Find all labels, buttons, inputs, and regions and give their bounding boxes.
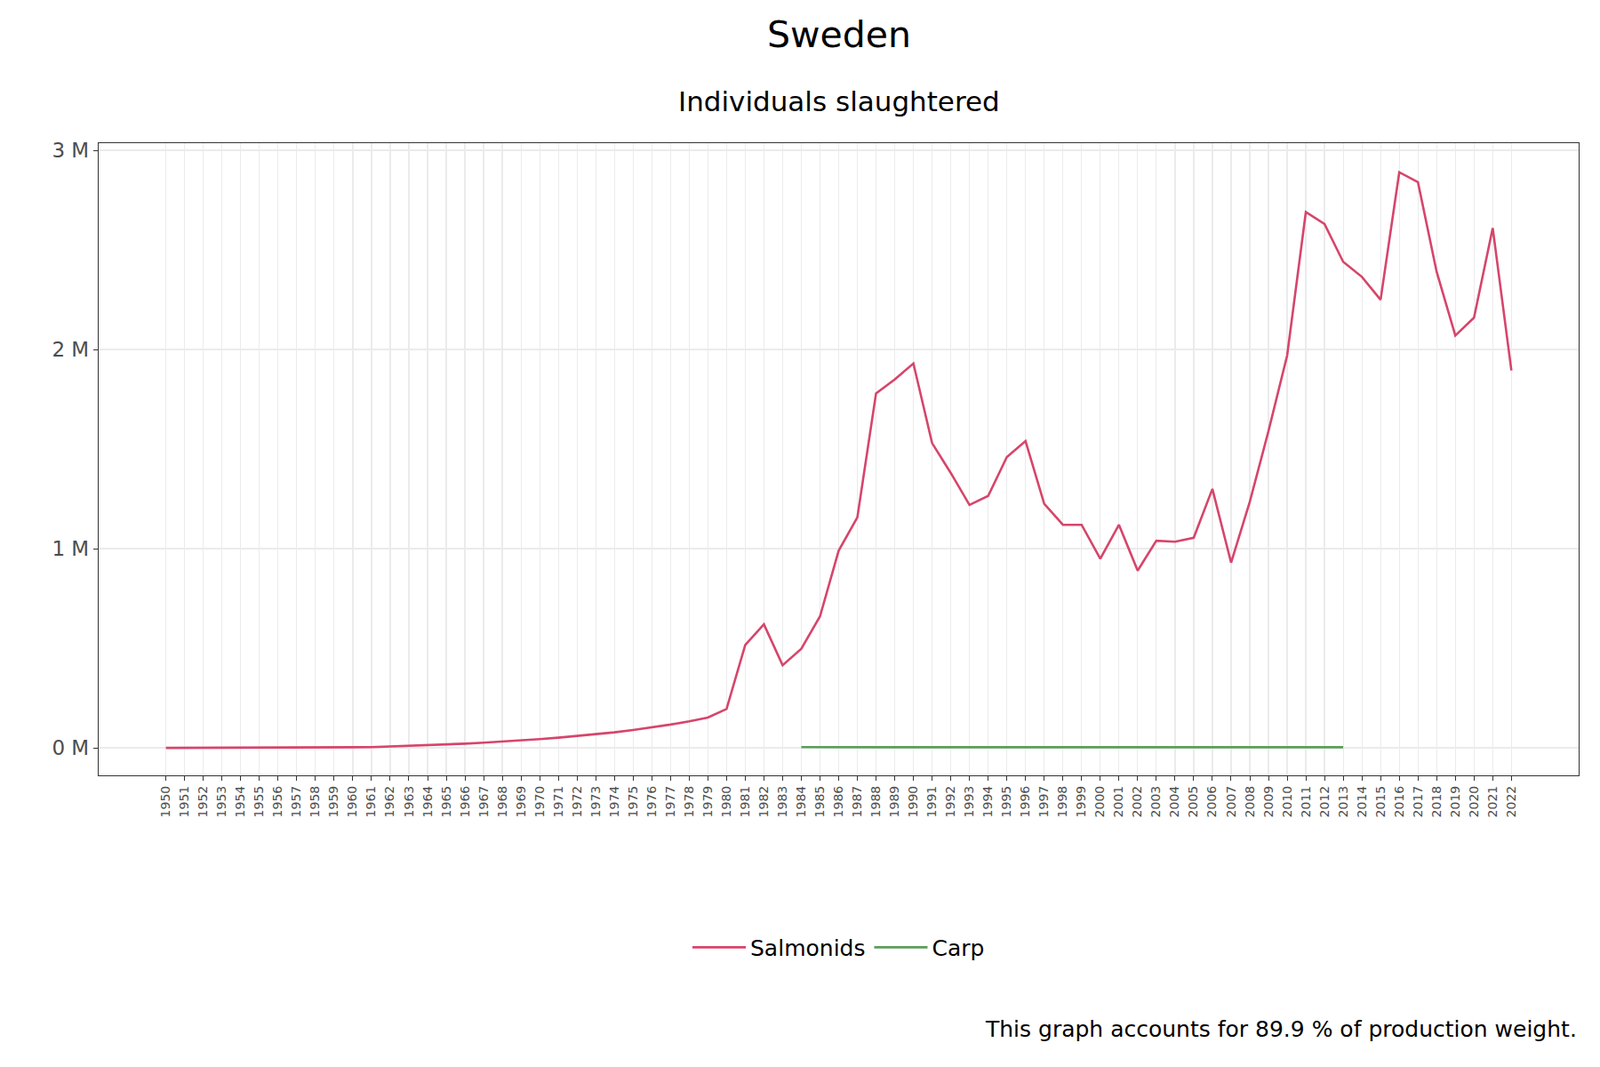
svg-text:2001: 2001 — [1111, 785, 1126, 818]
svg-text:2010: 2010 — [1280, 785, 1295, 818]
svg-text:Salmonids: Salmonids — [750, 935, 865, 961]
svg-text:1984: 1984 — [793, 785, 808, 818]
svg-text:2016: 2016 — [1392, 785, 1407, 818]
svg-text:1992: 1992 — [943, 785, 958, 818]
svg-text:1968: 1968 — [495, 785, 510, 818]
svg-text:1957: 1957 — [288, 785, 304, 818]
svg-text:1973: 1973 — [588, 785, 603, 818]
svg-text:2012: 2012 — [1317, 785, 1332, 818]
svg-text:1969: 1969 — [513, 785, 528, 818]
svg-text:1963: 1963 — [401, 785, 416, 818]
svg-text:1959: 1959 — [326, 785, 341, 818]
svg-text:1979: 1979 — [700, 785, 715, 818]
svg-text:2020: 2020 — [1466, 785, 1481, 818]
svg-text:2019: 2019 — [1448, 785, 1463, 818]
svg-text:2004: 2004 — [1167, 785, 1182, 818]
svg-text:1976: 1976 — [644, 785, 659, 818]
svg-text:2008: 2008 — [1242, 785, 1257, 818]
svg-text:1980: 1980 — [719, 785, 734, 818]
svg-text:2003: 2003 — [1148, 785, 1163, 818]
svg-text:2009: 2009 — [1261, 785, 1276, 818]
svg-text:1986: 1986 — [831, 785, 846, 818]
svg-text:2002: 2002 — [1129, 785, 1144, 818]
svg-text:1967: 1967 — [476, 785, 491, 818]
svg-text:1991: 1991 — [924, 785, 939, 818]
svg-text:1954: 1954 — [232, 785, 248, 818]
svg-text:1951: 1951 — [176, 785, 192, 818]
svg-text:1974: 1974 — [607, 785, 622, 818]
svg-text:1981: 1981 — [737, 785, 752, 818]
svg-text:1956: 1956 — [270, 785, 285, 818]
svg-text:2000: 2000 — [1092, 785, 1107, 818]
svg-text:1962: 1962 — [383, 785, 398, 818]
svg-text:1960: 1960 — [344, 785, 360, 818]
svg-text:1996: 1996 — [1017, 785, 1032, 818]
svg-text:1950: 1950 — [158, 785, 173, 818]
svg-text:1983: 1983 — [775, 785, 790, 818]
svg-text:1988: 1988 — [868, 785, 883, 818]
svg-text:1985: 1985 — [812, 785, 827, 818]
svg-text:1989: 1989 — [887, 785, 902, 818]
svg-text:2015: 2015 — [1373, 785, 1388, 818]
svg-text:2018: 2018 — [1429, 785, 1444, 818]
svg-text:This graph accounts for 89.9 %: This graph accounts for 89.9 % of produc… — [984, 1016, 1577, 1042]
svg-text:2013: 2013 — [1336, 785, 1351, 818]
svg-text:1972: 1972 — [569, 785, 584, 818]
svg-text:1994: 1994 — [980, 785, 995, 818]
svg-text:1990: 1990 — [905, 785, 920, 818]
svg-text:0 M: 0 M — [51, 736, 89, 760]
svg-text:1952: 1952 — [195, 785, 210, 818]
svg-text:1995: 1995 — [999, 785, 1014, 818]
svg-text:2 M: 2 M — [51, 337, 89, 361]
svg-text:2017: 2017 — [1410, 785, 1425, 818]
svg-text:1977: 1977 — [663, 785, 678, 818]
svg-text:Sweden: Sweden — [767, 13, 912, 56]
svg-text:1953: 1953 — [214, 785, 229, 818]
svg-text:1997: 1997 — [1036, 785, 1051, 818]
svg-text:1 M: 1 M — [51, 536, 89, 560]
svg-text:2005: 2005 — [1185, 785, 1200, 818]
svg-text:2011: 2011 — [1298, 785, 1313, 818]
svg-text:1971: 1971 — [551, 785, 566, 818]
svg-text:1998: 1998 — [1055, 785, 1070, 818]
svg-text:1987: 1987 — [849, 785, 864, 818]
svg-text:1964: 1964 — [420, 785, 435, 818]
svg-text:1961: 1961 — [363, 785, 378, 818]
svg-text:2014: 2014 — [1354, 785, 1369, 818]
svg-text:1999: 1999 — [1073, 785, 1088, 818]
svg-text:2006: 2006 — [1205, 785, 1220, 818]
svg-text:1970: 1970 — [532, 785, 547, 818]
svg-text:1966: 1966 — [457, 785, 472, 818]
svg-text:1978: 1978 — [681, 785, 696, 818]
svg-text:2007: 2007 — [1224, 785, 1239, 818]
svg-text:2022: 2022 — [1504, 785, 1519, 818]
svg-text:1965: 1965 — [439, 785, 454, 818]
svg-text:1993: 1993 — [961, 785, 976, 818]
svg-text:2021: 2021 — [1485, 785, 1500, 818]
svg-text:Carp: Carp — [931, 935, 984, 961]
svg-text:Individuals slaughtered: Individuals slaughtered — [678, 85, 1000, 118]
svg-text:1955: 1955 — [251, 785, 266, 818]
svg-text:1958: 1958 — [307, 785, 322, 818]
svg-text:1982: 1982 — [756, 785, 771, 818]
svg-text:3 M: 3 M — [51, 138, 89, 162]
svg-text:1975: 1975 — [625, 785, 640, 818]
